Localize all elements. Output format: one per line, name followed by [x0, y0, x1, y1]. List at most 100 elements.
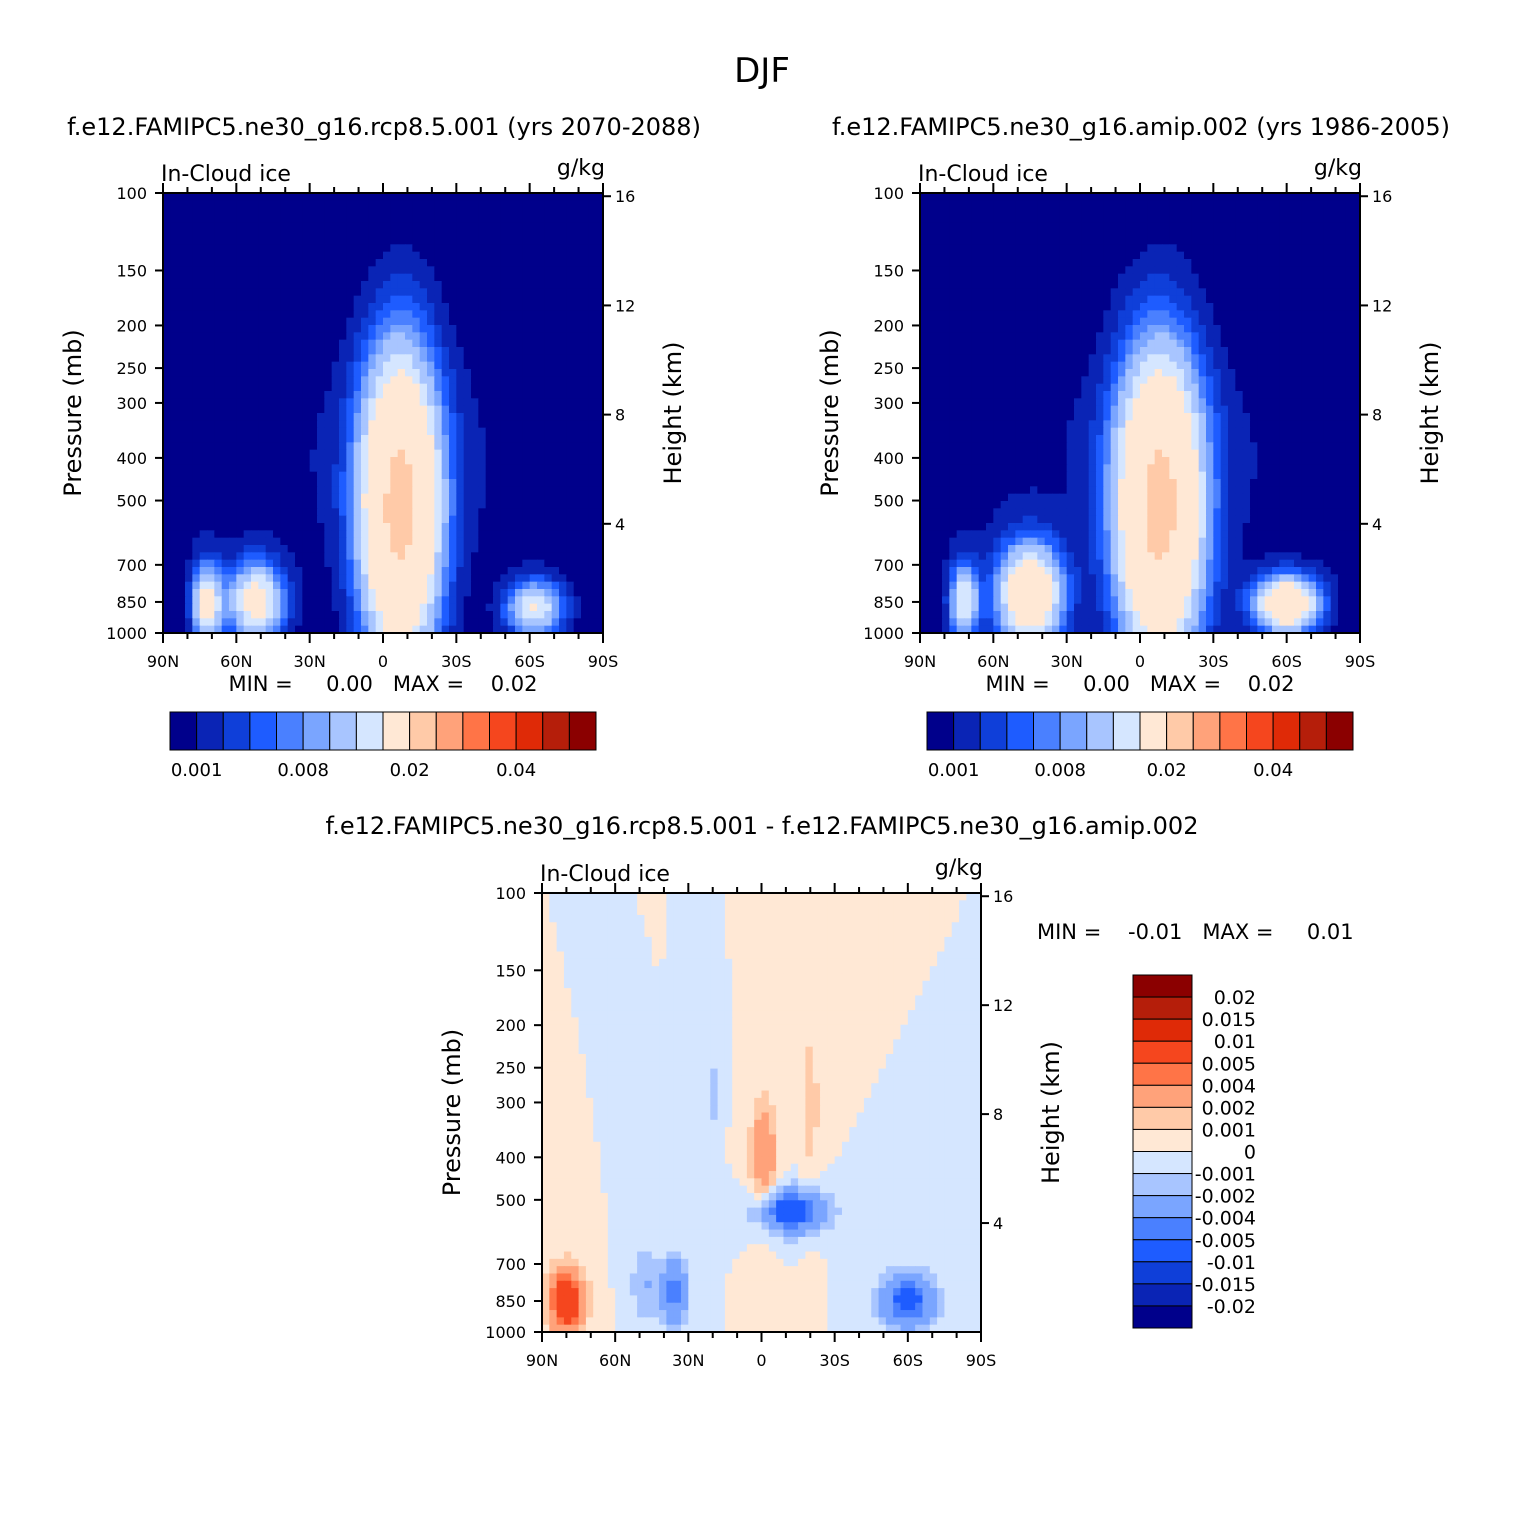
field-cell: [471, 266, 479, 275]
field-cell: [507, 391, 516, 399]
field-cell: [588, 537, 597, 546]
field-cell: [163, 493, 171, 502]
field-cell: [383, 603, 391, 612]
field-cell: [1125, 347, 1134, 355]
field-cell: [383, 215, 391, 223]
field-cell: [434, 574, 443, 583]
field-cell: [942, 222, 950, 231]
field-cell: [214, 603, 223, 612]
field-cell: [331, 200, 340, 209]
field-cell: [500, 559, 509, 568]
field-cell: [243, 471, 252, 480]
field-cell: [537, 442, 545, 451]
field-cell: [942, 325, 950, 333]
field-cell: [207, 581, 215, 590]
field-cell: [529, 427, 538, 436]
field-cell: [236, 581, 245, 590]
field-cell: [1059, 325, 1068, 333]
field-cell: [1242, 207, 1251, 216]
field-cell: [258, 332, 267, 341]
field-cell: [375, 361, 384, 370]
field-cell: [463, 574, 472, 583]
field-cell: [287, 215, 296, 223]
field-cell: [419, 625, 428, 634]
field-cell: [317, 413, 325, 421]
field-cell: [185, 435, 193, 443]
field-cell: [419, 420, 428, 429]
field-cell: [287, 207, 296, 216]
field-cell: [1228, 251, 1236, 260]
field-cell: [920, 266, 928, 275]
field-cell: [478, 464, 487, 473]
field-cell: [302, 567, 311, 575]
field-cell: [581, 603, 589, 612]
field-cell: [192, 251, 201, 260]
field-cell: [471, 376, 479, 385]
field-cell: [449, 251, 457, 260]
field-cell: [185, 559, 193, 568]
field-cell: [485, 552, 494, 561]
field-cell: [441, 310, 450, 319]
field-cell: [280, 471, 289, 480]
field-cell: [1345, 193, 1354, 201]
field-cell: [1308, 281, 1317, 289]
field-cell: [1118, 244, 1126, 253]
field-cell: [573, 391, 582, 399]
field-cell: [243, 383, 252, 392]
field-cell: [346, 391, 355, 399]
field-cell: [1220, 259, 1229, 267]
field-cell: [463, 295, 472, 304]
field-cell: [390, 457, 399, 465]
field-cell: [419, 310, 428, 319]
field-cell: [1059, 310, 1068, 319]
field-cell: [986, 259, 994, 267]
field-cell: [1316, 332, 1324, 341]
field-cell: [1257, 193, 1266, 201]
field-cell: [243, 537, 252, 546]
field-cell: [302, 420, 311, 429]
field-cell: [1257, 288, 1266, 297]
field-cell: [346, 222, 355, 231]
field-cell: [595, 295, 604, 304]
field-cell: [346, 383, 355, 392]
field-cell: [566, 361, 575, 370]
field-cell: [1030, 229, 1038, 238]
field-cell: [331, 508, 340, 517]
field-cell: [163, 479, 171, 487]
field-cell: [229, 288, 237, 297]
field-cell: [1242, 281, 1251, 289]
field-cell: [493, 508, 501, 517]
field-cell: [1147, 251, 1156, 260]
field-cell: [434, 347, 443, 355]
field-cell: [361, 464, 369, 473]
field-cell: [559, 574, 567, 583]
field-cell: [1301, 237, 1310, 245]
field-cell: [170, 222, 179, 231]
field-cell: [353, 405, 362, 414]
field-cell: [302, 347, 311, 355]
field-cell: [1330, 273, 1339, 282]
field-cell: [170, 244, 179, 253]
field-cell: [405, 207, 413, 216]
field-cell: [522, 537, 531, 546]
field-cell: [485, 479, 494, 487]
field-cell: [390, 273, 399, 282]
field-cell: [588, 545, 597, 553]
field-cell: [390, 596, 399, 605]
field-cell: [500, 347, 509, 355]
field-cell: [375, 559, 384, 568]
field-cell: [331, 552, 340, 561]
field-cell: [280, 508, 289, 517]
field-cell: [412, 413, 421, 421]
field-cell: [273, 523, 281, 531]
field-cell: [397, 295, 406, 304]
field-cell: [324, 369, 333, 377]
field-cell: [390, 354, 399, 363]
field-cell: [236, 515, 245, 524]
field-cell: [243, 200, 252, 209]
field-cell: [522, 581, 531, 590]
field-cell: [405, 222, 413, 231]
field-cell: [317, 508, 325, 517]
field-cell: [419, 442, 428, 451]
field-cell: [177, 251, 186, 260]
